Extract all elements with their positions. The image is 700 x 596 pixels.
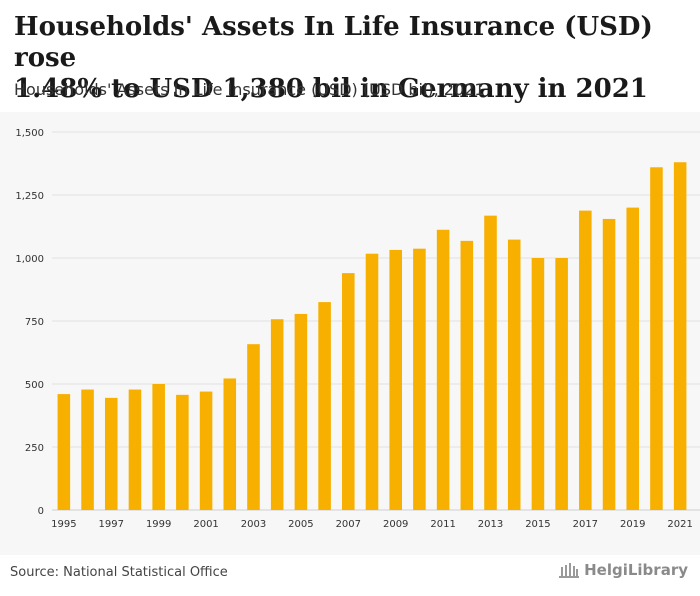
- y-tick-label: 500: [25, 380, 44, 391]
- x-tick-label: 1995: [51, 519, 76, 530]
- x-tick-label: 2011: [430, 519, 455, 530]
- x-tick-label: 2021: [667, 519, 692, 530]
- bar-2010[interactable]: [413, 248, 426, 510]
- bar-1996[interactable]: [81, 389, 94, 510]
- bar-2007[interactable]: [342, 273, 355, 510]
- bar-2004[interactable]: [270, 319, 284, 510]
- bar-1995[interactable]: [57, 394, 71, 510]
- bar-1998[interactable]: [128, 389, 142, 510]
- helgi-library-logo: HelgiLibrary: [558, 561, 688, 579]
- bar-2005[interactable]: [294, 313, 308, 510]
- bar-2020[interactable]: [650, 167, 663, 510]
- chart-footer: [0, 555, 700, 596]
- x-tick-label: 2007: [336, 519, 361, 530]
- bar-chart: 0 250 500 750 1,000 1,250 1,500 1995 1997 1999 200…: [15, 128, 700, 530]
- library-building-icon: [559, 563, 580, 578]
- bar-2012[interactable]: [460, 240, 474, 510]
- plot-area: 0 250 500 750 1,000 1,250 1,500 1995 1997 1999 200…: [0, 112, 700, 555]
- chart-subtitle: Households' Assets In Life Insurance (US…: [14, 80, 485, 99]
- bar-2011[interactable]: [436, 229, 450, 510]
- bar-2006[interactable]: [318, 302, 331, 510]
- x-tick-label: 2013: [478, 519, 503, 530]
- chart-title: Households' Assets In Life Insurance (US…: [14, 12, 694, 105]
- x-tick-label: 1997: [99, 519, 124, 530]
- bar-2001[interactable]: [199, 391, 213, 510]
- bar-2013[interactable]: [484, 215, 497, 510]
- bar-2016[interactable]: [555, 258, 568, 510]
- bar-2003[interactable]: [247, 344, 260, 510]
- y-tick-label: 750: [25, 317, 44, 328]
- source-note: Source: National Statistical Office: [10, 565, 228, 580]
- bar-2018[interactable]: [602, 218, 616, 510]
- chart-header: Households' Assets In Life Insurance (US…: [0, 0, 700, 112]
- x-tick-label: 2009: [383, 519, 408, 530]
- x-tick-label: 2017: [573, 519, 598, 530]
- x-tick-label: 2005: [288, 519, 313, 530]
- bar-2002[interactable]: [223, 378, 237, 510]
- x-tick-label: 2019: [620, 519, 645, 530]
- bar-1999[interactable]: [152, 384, 165, 510]
- bar-2017[interactable]: [579, 210, 592, 510]
- chart-title-line-2: 1.48% to USD 1,380 bil in Germany in 202…: [14, 74, 648, 104]
- y-tick-label: 1,000: [15, 254, 44, 265]
- y-tick-label: 1,250: [15, 191, 44, 202]
- x-tick-label: 2003: [241, 519, 266, 530]
- x-tick-label: 2015: [525, 519, 550, 530]
- x-tick-label: 1999: [146, 519, 171, 530]
- bar-2009[interactable]: [389, 249, 402, 510]
- bar-1997[interactable]: [104, 397, 118, 510]
- y-tick-label: 250: [25, 443, 44, 454]
- bar-2015[interactable]: [531, 258, 545, 510]
- y-tick-label: 0: [38, 506, 44, 517]
- bar-2014[interactable]: [507, 239, 521, 510]
- bar-2000[interactable]: [176, 394, 189, 510]
- logo-text: HelgiLibrary: [584, 561, 688, 579]
- chart-title-line-1: Households' Assets In Life Insurance (US…: [14, 12, 653, 73]
- bar-2021[interactable]: [673, 162, 687, 511]
- bar-2008[interactable]: [365, 253, 379, 510]
- bar-2019[interactable]: [626, 207, 640, 510]
- x-tick-label: 2001: [193, 519, 218, 530]
- y-tick-label: 1,500: [15, 128, 44, 139]
